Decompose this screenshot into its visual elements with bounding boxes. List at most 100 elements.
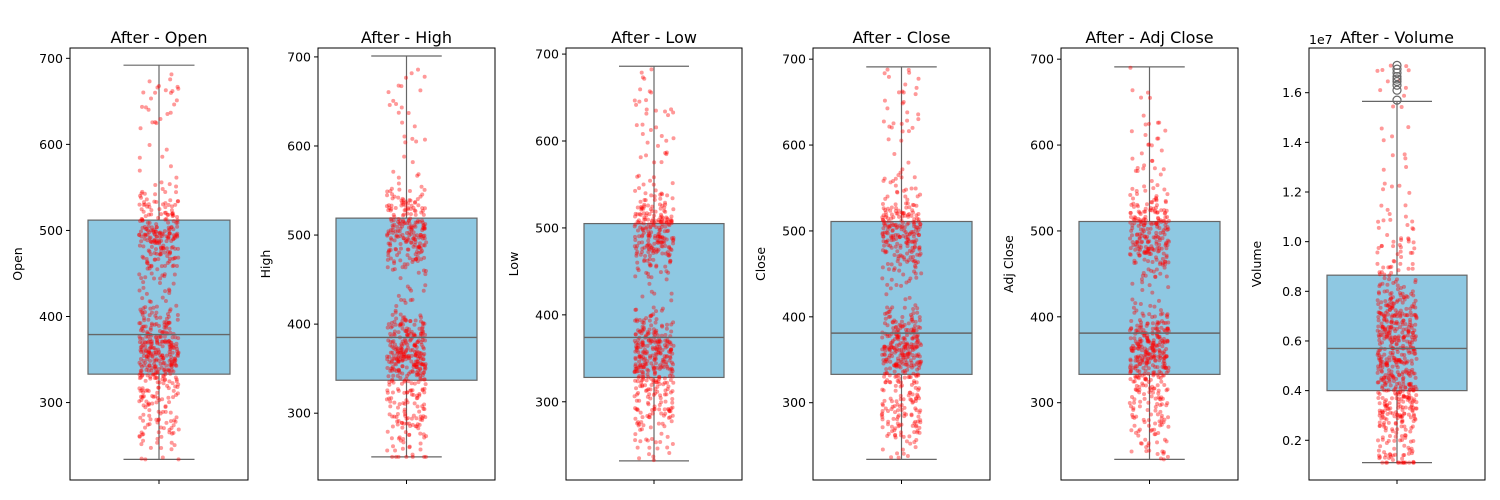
strip-point (1153, 421, 1158, 426)
strip-point (1410, 219, 1415, 224)
strip-point (1139, 95, 1144, 100)
strip-point (167, 342, 172, 347)
strip-point (147, 313, 152, 318)
strip-point (640, 384, 645, 389)
strip-point (1163, 243, 1168, 248)
strip-point (1402, 152, 1407, 157)
strip-point (1149, 412, 1154, 417)
strip-point (906, 393, 911, 398)
strip-point (914, 408, 919, 413)
strip-point (895, 327, 900, 332)
strip-point (170, 381, 175, 386)
strip-point (638, 225, 643, 230)
strip-point (152, 361, 157, 366)
strip-point (157, 380, 162, 385)
strip-point (418, 241, 423, 246)
strip-point (421, 212, 426, 217)
strip-point (169, 355, 174, 360)
strip-point (418, 234, 423, 239)
strip-point (648, 233, 653, 238)
strip-point (419, 184, 424, 189)
strip-point (649, 437, 654, 442)
strip-point (409, 331, 414, 336)
strip-point (902, 337, 907, 342)
strip-point (665, 216, 670, 221)
strip-point (422, 377, 427, 382)
strip-point (1152, 314, 1157, 319)
strip-point (169, 362, 174, 367)
strip-point (1155, 215, 1160, 220)
strip-point (149, 310, 154, 315)
strip-point (167, 320, 172, 325)
strip-point (653, 440, 658, 445)
strip-point (395, 412, 400, 417)
strip-point (140, 373, 145, 378)
strip-point (909, 230, 914, 235)
strip-point (898, 253, 903, 258)
strip-point (149, 96, 154, 101)
strip-point (657, 402, 662, 407)
strip-point (1142, 184, 1147, 189)
strip-point (421, 321, 426, 326)
strip-point (1385, 79, 1390, 84)
strip-point (898, 358, 903, 363)
strip-point (140, 324, 145, 329)
strip-point (909, 327, 914, 332)
strip-point (646, 271, 651, 276)
strip-point (906, 237, 911, 242)
strip-point (158, 230, 163, 235)
strip-point (420, 220, 425, 225)
strip-point (915, 310, 920, 315)
strip-point (890, 404, 895, 409)
strip-point (154, 121, 159, 126)
strip-point (916, 219, 921, 224)
strip-point (1135, 204, 1140, 209)
strip-point (139, 397, 144, 402)
strip-point (636, 218, 641, 223)
strip-point (140, 254, 145, 259)
strip-point (893, 435, 898, 440)
y-tick-label: 700 (1030, 52, 1054, 67)
strip-point (897, 376, 902, 381)
strip-point (662, 424, 667, 429)
strip-point (406, 201, 411, 206)
strip-point (148, 352, 153, 357)
strip-point (396, 355, 401, 360)
strip-point (1134, 328, 1139, 333)
strip-point (917, 233, 922, 238)
strip-point (909, 345, 914, 350)
strip-point (398, 312, 403, 317)
strip-point (137, 376, 142, 381)
strip-point (141, 90, 146, 95)
strip-point (176, 382, 181, 387)
y-tick-label: 1.6 (1282, 85, 1302, 100)
strip-point (890, 320, 895, 325)
strip-point (423, 382, 428, 387)
strip-point (416, 356, 421, 361)
strip-point (418, 354, 423, 359)
strip-point (418, 246, 423, 251)
strip-point (666, 253, 671, 258)
strip-point (390, 390, 395, 395)
strip-point (422, 370, 427, 375)
strip-point (657, 376, 662, 381)
strip-point (658, 196, 663, 201)
strip-point (1375, 250, 1380, 255)
strip-point (141, 280, 146, 285)
strip-point (1165, 454, 1170, 459)
strip-point (413, 240, 418, 245)
strip-point (399, 321, 404, 326)
strip-point (653, 338, 658, 343)
strip-point (667, 358, 672, 363)
strip-point (889, 235, 894, 240)
strip-point (895, 451, 900, 456)
strip-point (641, 354, 646, 359)
strip-point (396, 419, 401, 424)
strip-point (172, 359, 177, 364)
strip-point (904, 412, 909, 417)
strip-point (911, 326, 916, 331)
strip-point (645, 258, 650, 263)
strip-point (902, 257, 907, 262)
strip-point (903, 213, 908, 218)
strip-point (889, 205, 894, 210)
